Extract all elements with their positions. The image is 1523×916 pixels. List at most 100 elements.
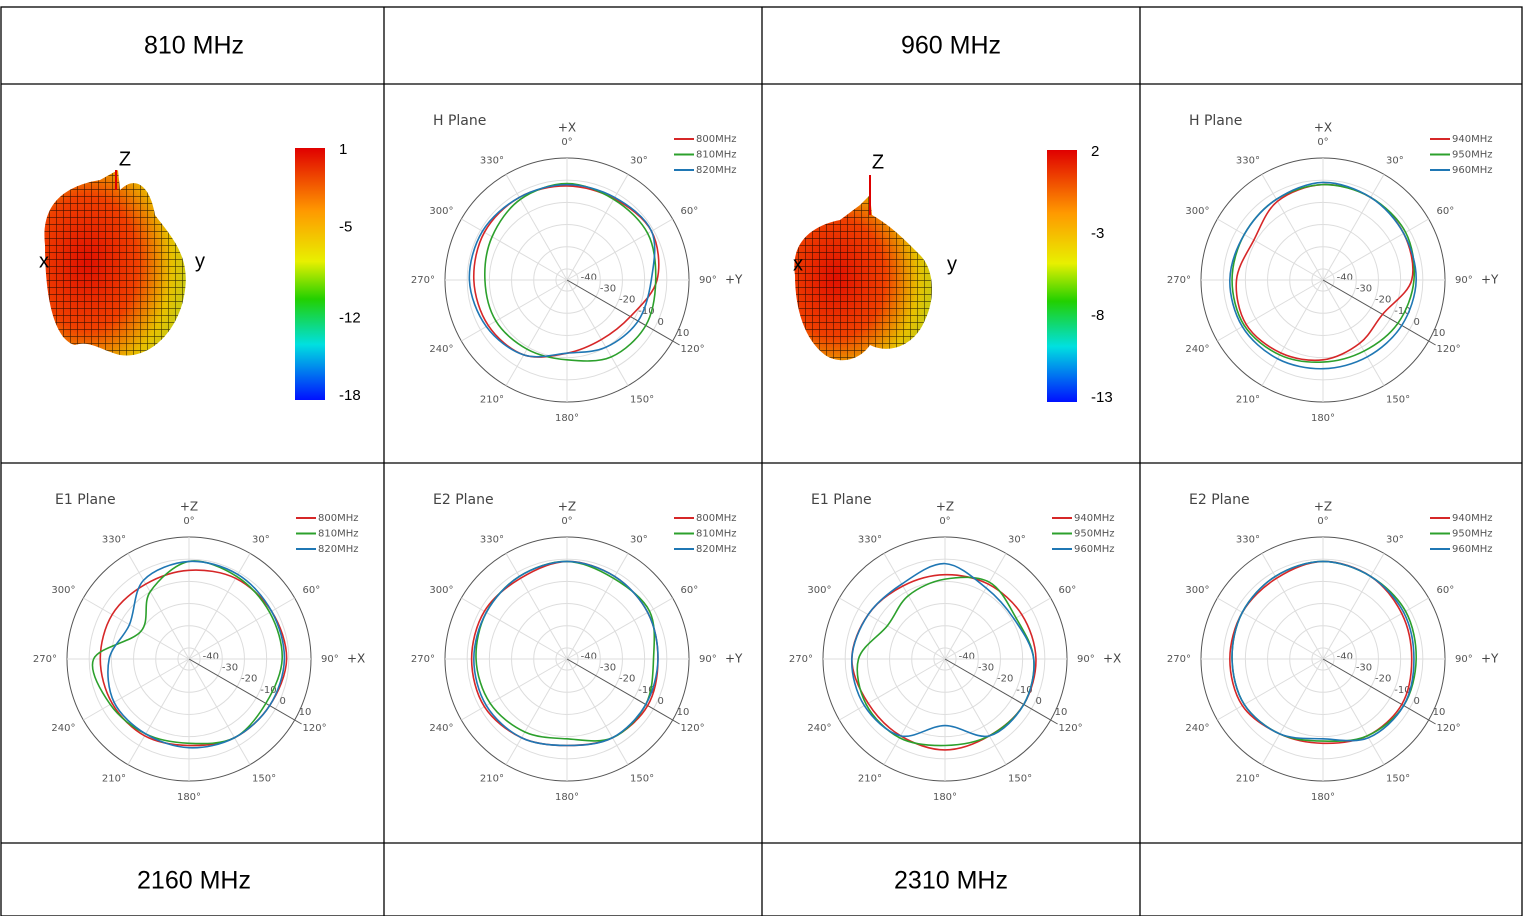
theta-tick-label: 150° [1008,774,1032,785]
axis-label: +X [347,652,365,666]
grid-line [944,597,1051,660]
theta-tick-label: 30° [630,155,648,166]
polar-chart: -40-30-20-100 10 0° 30° 60° 90° 120° 150° 180° 21… [33,492,365,803]
axis-label: +Y [1481,652,1499,666]
legend-label: 820MHz [696,544,736,555]
theta-tick-label: 30° [1008,534,1026,545]
pattern-curve [91,560,283,745]
chart-title: E2 Plane [433,492,494,508]
theta-tick-label: 30° [1386,534,1404,545]
theta-tick-label: 180° [1311,792,1335,803]
theta-tick-label: 240° [429,723,453,734]
r-tick-label: -10 [1016,685,1032,696]
theta-tick-label: 60° [681,585,699,596]
r-tick-label: -10 [260,685,276,696]
grid-line [83,658,190,721]
r-tick-label: -10 [1394,306,1410,317]
theta-tick-label: 210° [858,774,882,785]
chart-title: H Plane [1189,113,1242,129]
axis-label: +Z [936,500,954,514]
axis-label: +X [1103,652,1121,666]
legend-label: 800MHz [318,513,358,524]
theta-tick-label: 90° [321,654,339,665]
legend-label: 950MHz [1452,150,1492,161]
chart-title: E1 Plane [55,492,116,508]
grid-line [505,174,568,281]
theta-tick-label: 90° [699,654,717,665]
axis-line [944,658,1058,725]
grid-line [1261,658,1324,765]
theta-tick-label: 0° [939,516,950,527]
theta-tick-label: 240° [807,723,831,734]
theta-tick-label: 300° [429,585,453,596]
colorbar-tick-label: -8 [1091,307,1104,324]
grid-line [127,658,190,765]
theta-tick-label: 120° [1059,723,1083,734]
polar-chart: -40-30-20-100 10 0° 30° 60° 90° 120° 150° 180° 21… [1167,492,1499,803]
r-tick-label: 10 [677,707,690,718]
grid-line [188,658,251,765]
grid-line [1217,279,1324,342]
r-tick-label: -40 [581,273,597,284]
theta-tick-label: 0° [561,137,572,148]
footer-cell: 2310 MHz [894,867,1008,895]
grid-line [505,553,568,660]
theta-tick-label: 150° [1386,774,1410,785]
legend-label: 940MHz [1452,513,1492,524]
theta-tick-label: 300° [51,585,75,596]
r-tick-label: -30 [600,284,616,295]
r-tick-label: -20 [1375,295,1391,306]
legend-label: 940MHz [1074,513,1114,524]
r-tick-label: -20 [997,674,1013,685]
grid-line [1261,279,1324,386]
footer-cell: 2160 MHz [137,867,251,895]
grid-line [1261,553,1324,660]
pattern-3d: Z x y [793,151,957,361]
r-tick-label: -40 [203,652,219,663]
grid-line [127,553,190,660]
polar-chart: -40-30-20-100 10 0° 30° 60° 90° 120° 150° 180° 21… [789,492,1121,803]
colorbar-tick-label: -12 [339,309,361,326]
pattern-curve [468,183,656,358]
theta-tick-label: 60° [1437,206,1455,217]
theta-tick-label: 180° [177,792,201,803]
theta-tick-label: 150° [252,774,276,785]
grid-line [461,597,568,660]
axis-line [566,658,680,725]
theta-tick-label: 180° [1311,413,1335,424]
legend-label: 960MHz [1074,544,1114,555]
theta-tick-label: 270° [411,654,435,665]
r-tick-label: -30 [222,663,238,674]
pattern-curve [107,560,286,749]
chart-title: H Plane [433,113,486,129]
r-tick-label: -20 [619,674,635,685]
theta-tick-label: 60° [303,585,321,596]
theta-tick-label: 210° [102,774,126,785]
colorbar-tick-label: -13 [1091,389,1113,406]
header-cell: 960 MHz [901,32,1001,60]
grid-line [1322,174,1385,281]
grid-line [566,279,629,386]
theta-tick-label: 180° [555,413,579,424]
grid-line [461,218,568,281]
colorbar-tick-label: -5 [339,219,352,236]
grid-line [566,174,629,281]
r-tick-label: -30 [978,663,994,674]
pattern-3d: Z x y [39,148,205,356]
grid-line [1217,658,1324,721]
axis-letter: Z [872,151,884,173]
theta-tick-label: 270° [789,654,813,665]
grid-line [1322,218,1429,281]
legend-label: 950MHz [1074,529,1114,540]
theta-tick-label: 240° [1185,344,1209,355]
theta-tick-label: 180° [933,792,957,803]
legend-label: 800MHz [696,134,736,145]
r-tick-label: -20 [241,674,257,685]
grid-line [461,658,568,721]
theta-tick-label: 270° [411,275,435,286]
theta-tick-label: 120° [681,344,705,355]
theta-tick-label: 150° [630,774,654,785]
header-cell: 810 MHz [144,32,244,60]
theta-tick-label: 210° [1236,774,1260,785]
theta-tick-label: 120° [1437,723,1461,734]
